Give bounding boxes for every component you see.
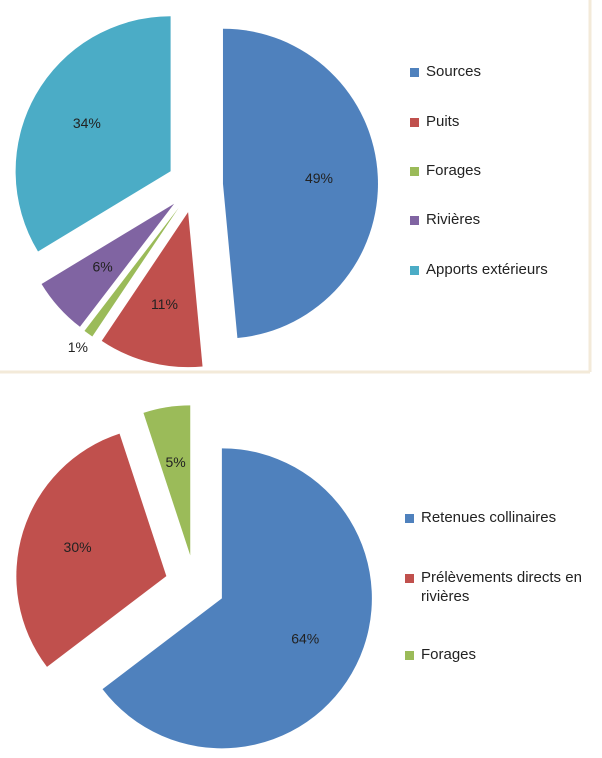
legend-swatch [410,266,419,275]
legend-swatch [405,574,414,583]
legend-swatch [410,167,419,176]
legend-item: Prélèvements directs en rivières [405,568,602,606]
legend-label: Apports extérieurs [426,261,548,278]
legend-swatch [410,68,419,77]
legend-item: Sources [410,62,602,81]
legend-label: Forages [426,162,482,179]
legend-swatch [410,118,419,127]
data-label: 11% [151,296,178,312]
legend-item: Forages [410,161,602,180]
legend-label: Prélèvements directs en rivières [421,569,582,605]
data-label: 34% [73,115,101,131]
data-label: 49% [305,170,333,186]
legend-item: Puits [410,112,602,131]
data-label: 6% [92,259,112,275]
data-label: 30% [64,539,92,555]
legend-item: Apports extérieurs [410,260,602,279]
legend-label: Retenues collinaires [421,509,557,526]
data-label: 1% [68,339,88,355]
pie-slice [102,448,372,749]
legend-label: Forages [421,646,477,663]
data-label: 64% [291,630,319,646]
pie-slice [84,207,179,337]
legend-item: Rivières [410,210,602,229]
pie-slice [16,433,167,667]
legend-swatch [405,514,414,523]
data-label: 5% [165,454,185,470]
pie-slice [101,212,203,368]
legend-swatch [405,651,414,660]
legend-label: Puits [426,113,460,130]
legend-label: Rivières [426,211,481,228]
legend-item: Retenues collinaires [405,508,602,527]
legend: Retenues collinaires Prélèvements directs… [405,508,602,664]
legend-swatch [410,216,419,225]
pie-slice [15,16,171,252]
pie-slice [143,405,191,556]
pie-slice [222,28,378,339]
pie-slice [41,203,175,327]
legend-item: Forages [405,645,602,664]
legend-label: Sources [426,63,482,80]
legend: Sources Puits Forages Rivières Apports extér… [410,62,602,279]
